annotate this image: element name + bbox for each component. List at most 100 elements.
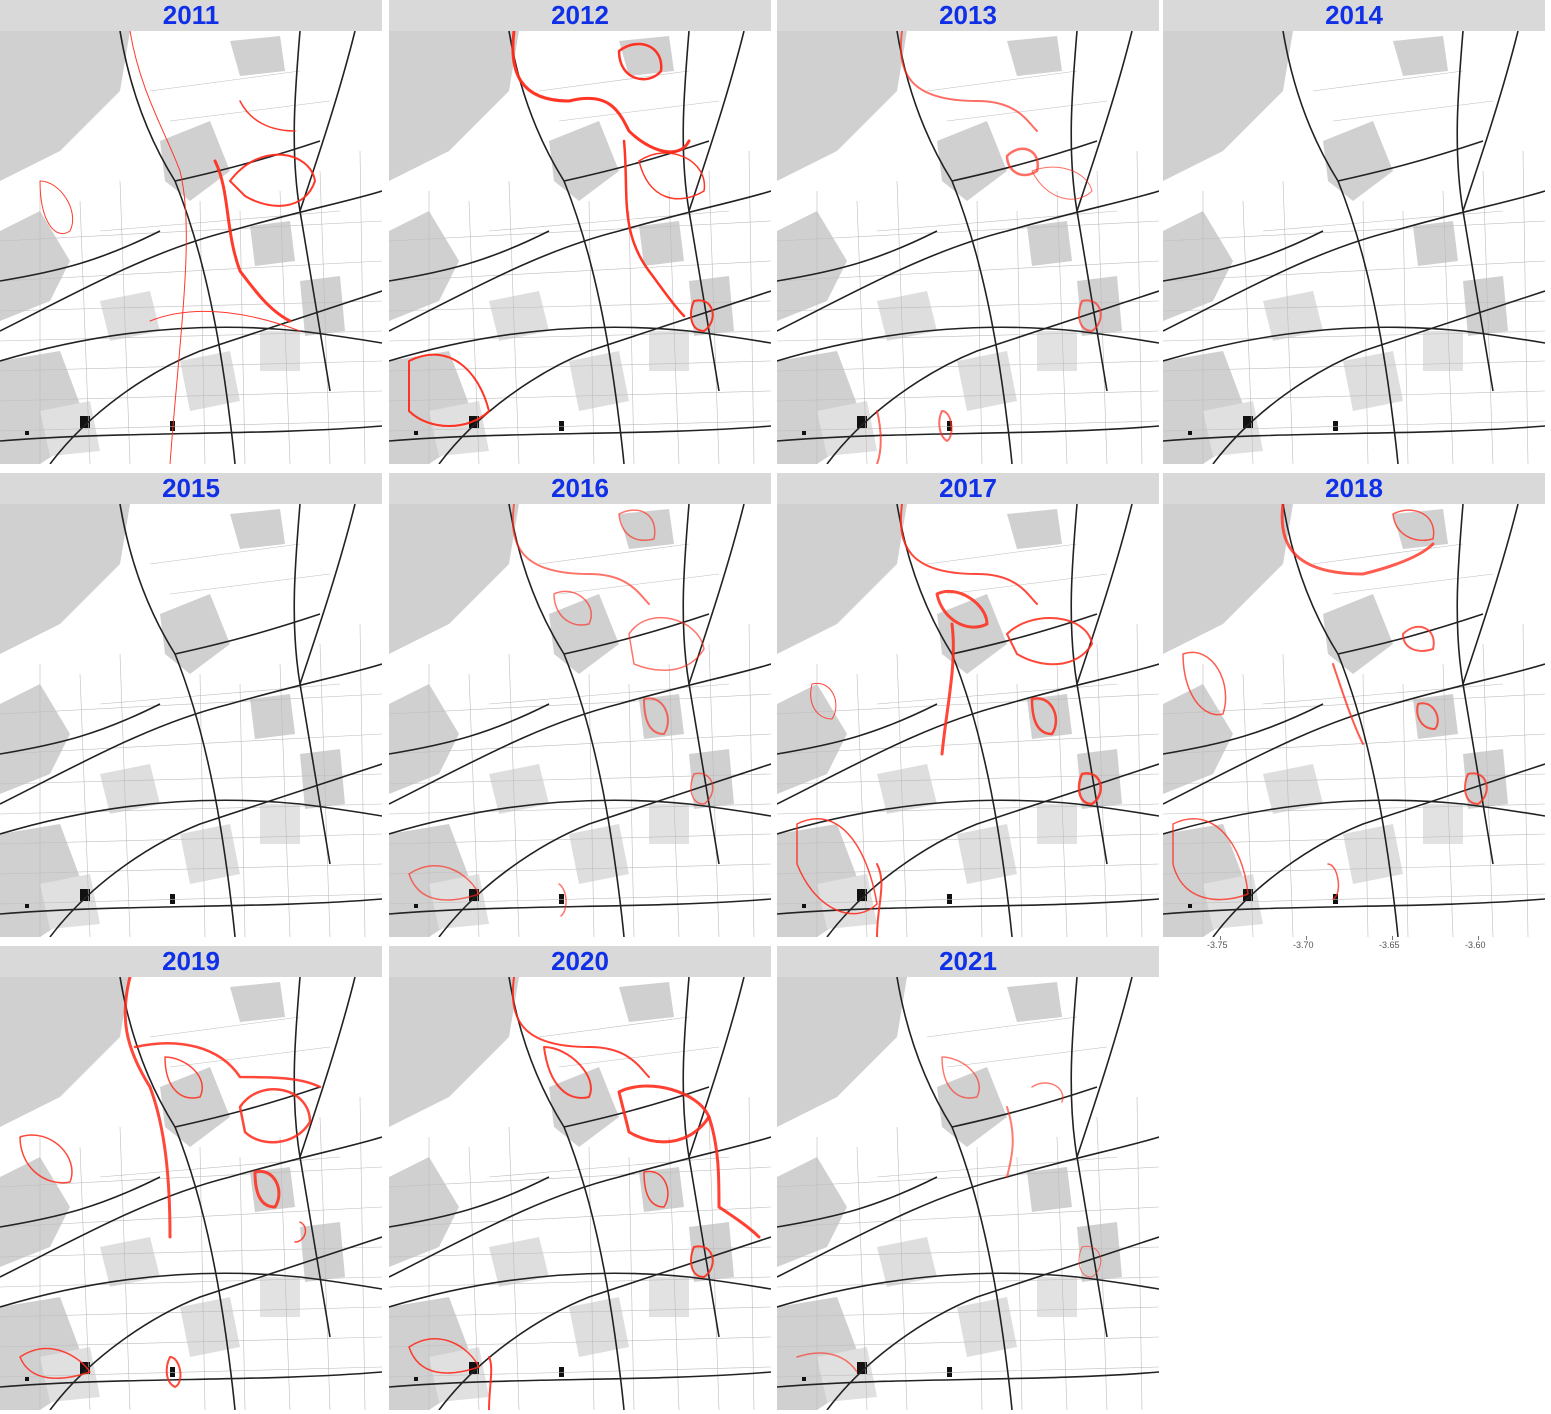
- facet-title: 2020: [551, 946, 609, 976]
- gps-track: [19, 1347, 91, 1379]
- gps-track: [690, 299, 714, 332]
- facet-panel-2017: 2017: [777, 473, 1159, 937]
- facet-title: 2014: [1325, 0, 1383, 30]
- major-roads: [0, 31, 382, 464]
- gps-track: [899, 504, 1038, 605]
- gps-track: [19, 1134, 73, 1184]
- basemap: [777, 31, 1159, 464]
- minor-streets: [0, 543, 382, 937]
- basemap: [0, 31, 382, 464]
- facet-panel-2019: 2019: [0, 946, 382, 1410]
- facet-title: 2019: [162, 946, 220, 976]
- tracks-layer: [408, 504, 714, 917]
- gps-track: [690, 1245, 714, 1278]
- gps-track: [543, 1046, 592, 1099]
- gps-track: [164, 1056, 203, 1099]
- gps-track: [617, 1084, 711, 1144]
- map-area: [1163, 504, 1545, 937]
- gps-track: [1031, 166, 1093, 200]
- facet-title: 2021: [939, 946, 997, 976]
- landuse-areas: [777, 977, 1122, 1410]
- x-axis: -3.75 -3.70 -3.65 -3.60: [1163, 936, 1545, 956]
- major-roads: [389, 977, 771, 1410]
- gps-track: [941, 1056, 980, 1099]
- gps-track: [618, 509, 656, 541]
- facet-strip: 2021: [777, 946, 1159, 977]
- gps-track: [1078, 1245, 1102, 1278]
- landuse-areas: [0, 504, 345, 937]
- facet-panel-2020: 2020: [389, 946, 771, 1410]
- map-area: [0, 31, 382, 464]
- gps-track: [1006, 617, 1093, 666]
- major-roads: [0, 504, 382, 937]
- gps-track: [253, 1169, 281, 1209]
- facet-title: 2017: [939, 473, 997, 503]
- major-roads: [1163, 31, 1545, 464]
- map-area: [0, 504, 382, 937]
- landuse-areas: [389, 31, 734, 464]
- major-roads: [389, 31, 771, 464]
- gps-track: [935, 589, 989, 629]
- gps-track: [1280, 504, 1435, 576]
- facet-strip: 2014: [1163, 0, 1545, 31]
- gps-track: [1402, 625, 1435, 652]
- major-roads: [389, 504, 771, 937]
- facet-title: 2016: [551, 473, 609, 503]
- facet-title: 2011: [162, 0, 220, 30]
- gps-track: [796, 818, 878, 915]
- facet-title: 2018: [1325, 473, 1383, 503]
- gps-track: [511, 977, 650, 1078]
- facet-strip: 2018: [1163, 473, 1545, 504]
- map-area: [777, 504, 1159, 937]
- gps-track: [408, 353, 490, 427]
- gps-track: [39, 180, 74, 234]
- landuse-areas: [0, 977, 345, 1410]
- basemap: [389, 31, 771, 464]
- minor-streets: [1163, 70, 1545, 464]
- gps-track: [810, 682, 837, 720]
- gps-track: [638, 152, 706, 200]
- gps-track: [796, 1352, 858, 1373]
- landuse-areas: [777, 31, 1122, 464]
- gps-track: [129, 31, 187, 464]
- facet-title: 2012: [551, 0, 609, 30]
- gps-track: [1005, 147, 1040, 177]
- gps-track: [229, 153, 316, 207]
- tracks-layer: [19, 977, 322, 1388]
- basemap: [777, 977, 1159, 1410]
- gps-track: [617, 42, 663, 81]
- gps-track: [876, 863, 883, 937]
- gps-track: [622, 139, 686, 318]
- x-tick-label: -3.75: [1207, 940, 1228, 950]
- facet-strip: 2011: [0, 0, 382, 31]
- map-area: [389, 504, 771, 937]
- facet-panel-2014: 2014: [1163, 0, 1545, 464]
- landuse-areas: [1163, 504, 1508, 937]
- facet-strip: 2019: [0, 946, 382, 977]
- landuse-areas: [389, 504, 734, 937]
- basemap: [1163, 31, 1545, 464]
- facet-panel-2011: 2011: [0, 0, 382, 464]
- gps-track: [1182, 651, 1227, 716]
- landuse-areas: [1163, 31, 1508, 464]
- gps-track: [1392, 509, 1435, 541]
- major-roads: [0, 977, 382, 1410]
- gps-track: [1327, 863, 1340, 900]
- tracks-layer: [876, 31, 1102, 464]
- gps-track: [239, 100, 296, 132]
- basemap: [0, 977, 382, 1410]
- gps-track: [1332, 663, 1364, 745]
- gps-track: [1416, 702, 1439, 730]
- x-tick-label: -3.70: [1293, 940, 1314, 950]
- gps-track: [1078, 299, 1102, 332]
- minor-streets: [0, 1016, 382, 1410]
- gps-track: [488, 1356, 493, 1410]
- gps-track: [553, 590, 592, 626]
- gps-track: [558, 883, 567, 917]
- gps-track: [707, 1115, 761, 1239]
- map-area: [0, 977, 382, 1410]
- major-roads: [777, 977, 1159, 1410]
- gps-track: [133, 1042, 322, 1089]
- x-tick-label: -3.65: [1379, 940, 1400, 950]
- basemap: [389, 977, 771, 1410]
